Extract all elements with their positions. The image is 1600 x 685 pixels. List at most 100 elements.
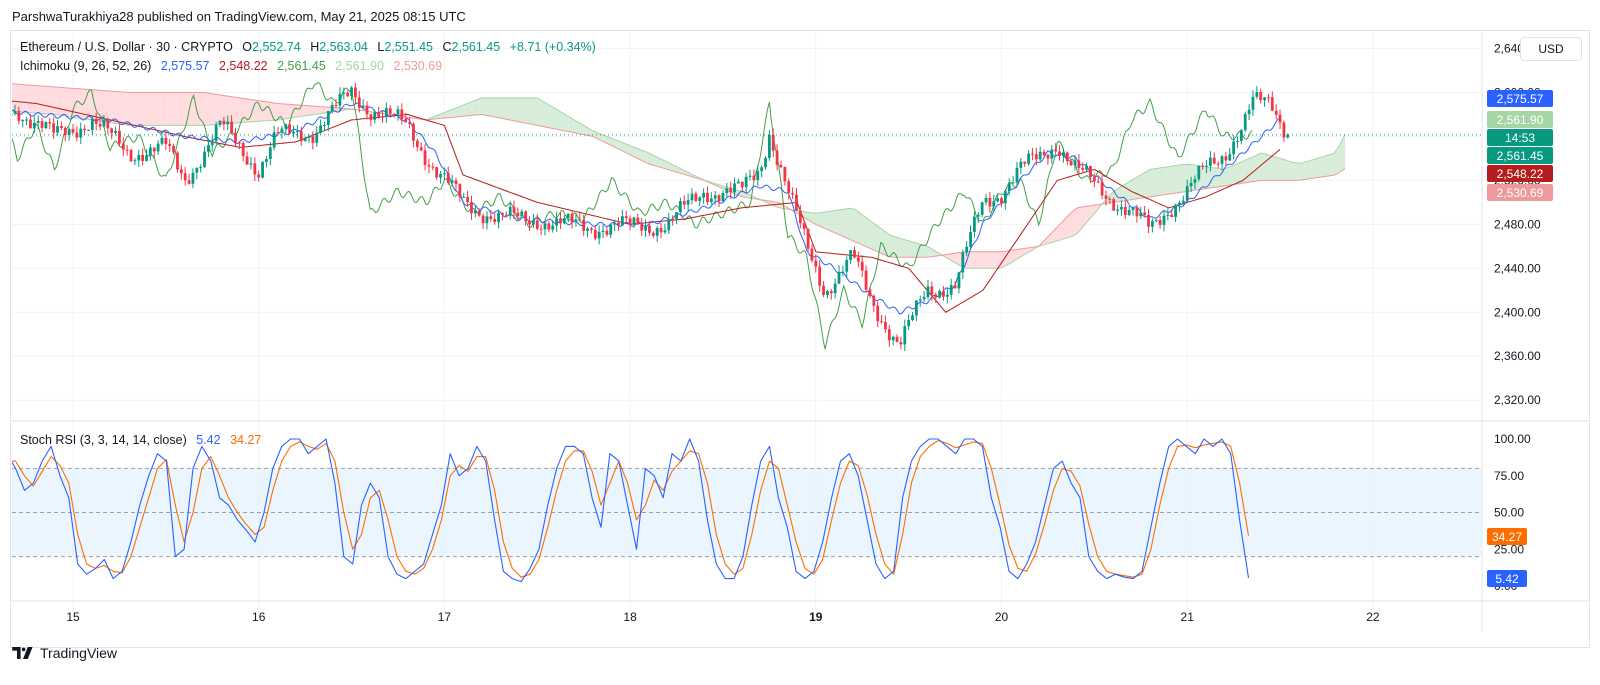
candle-body — [942, 290, 945, 297]
ichimoku-cloud-segment — [1044, 236, 1048, 245]
candle-body — [1255, 92, 1259, 97]
candle-body — [299, 131, 303, 142]
ichimoku-cloud-segment — [293, 104, 298, 118]
ichimoku-cloud-segment — [48, 86, 53, 115]
price-pane — [0, 81, 1346, 351]
ichimoku-cloud-segment — [1181, 164, 1186, 193]
ichimoku-cloud-segment — [178, 92, 183, 126]
candle-body — [87, 129, 90, 131]
ichimoku-legend: Ichimoku (9, 26, 52, 26) 2,575.57 2,548.… — [20, 59, 442, 73]
symbol-title[interactable]: Ethereum / U.S. Dollar · 30 · CRYPTO — [20, 40, 233, 54]
candle-body — [307, 136, 311, 138]
x-tick-label: 17 — [438, 610, 452, 624]
candle-body — [1189, 182, 1193, 187]
ichimoku-cloud-segment — [152, 92, 157, 126]
candle-body — [1085, 165, 1089, 170]
ichimoku-cloud-segment — [197, 92, 202, 126]
ichimoku-cloud-segment — [234, 97, 239, 124]
ichimoku-label[interactable]: Ichimoku (9, 26, 52, 26) — [20, 59, 152, 73]
candle-body — [1201, 165, 1205, 167]
candle-body — [241, 142, 245, 157]
ichimoku-cloud-segment — [1274, 156, 1279, 181]
candle-body — [926, 286, 930, 297]
candle-body — [868, 289, 872, 296]
ichimoku-cloud-segment — [219, 94, 224, 125]
candle-body — [1267, 97, 1270, 99]
ichimoku-cloud-segment — [1133, 177, 1138, 200]
ichimoku-cloud-segment — [446, 110, 450, 118]
candle-body — [1236, 140, 1239, 142]
candle-body — [207, 145, 210, 152]
candle-body — [771, 134, 775, 151]
ichimoku-cloud-segment — [1241, 160, 1245, 184]
candle-body — [651, 232, 655, 236]
ichimoku-cloud-segment — [542, 101, 547, 128]
candle-body — [156, 143, 160, 152]
candle-body — [590, 228, 593, 230]
y-tick-label: 2,360.00 — [1494, 349, 1541, 363]
footer-brand-label: TradingView — [40, 645, 118, 661]
ichimoku-cloud-segment — [204, 92, 209, 126]
candle-body — [682, 201, 686, 205]
candle-body — [98, 123, 102, 127]
ichimoku-cloud-segment — [1081, 206, 1086, 229]
candle-body — [79, 128, 83, 138]
ichimoku-cloud-segment — [0, 83, 1, 111]
ichimoku-cloud-segment — [631, 146, 636, 158]
candle-body — [412, 123, 415, 141]
candle-body — [945, 294, 949, 297]
ichimoku-cloud-segment — [457, 106, 462, 117]
candle-body — [1034, 154, 1038, 160]
price-tag-label: 2,530.69 — [1497, 186, 1544, 200]
ichimoku-cloud-segment — [167, 92, 172, 126]
candle-body — [520, 211, 524, 217]
candle-body — [265, 159, 268, 162]
ichimoku-cloud-segment — [910, 241, 915, 258]
ichimoku-cloud-segment — [888, 233, 892, 258]
ichimoku-cloud-segment — [1092, 204, 1097, 216]
footer-brand[interactable]: TradingView — [12, 645, 117, 661]
candle-body — [373, 112, 377, 120]
candle-body — [326, 111, 330, 126]
ichimoku-cloud-segment — [992, 251, 996, 269]
candle-body — [775, 150, 779, 165]
ichimoku-cloud-segment — [513, 97, 517, 122]
candle-body — [346, 92, 350, 97]
ichimoku-cloud-segment — [665, 161, 670, 170]
ichimoku-cloud-segment — [1218, 168, 1223, 187]
candle-body — [721, 192, 725, 202]
ichimoku-cloud-segment — [175, 92, 179, 126]
candle-body — [1027, 153, 1030, 164]
candle-body — [1239, 130, 1243, 141]
ichimoku-cloud-segment — [973, 251, 978, 269]
candle-body — [361, 105, 365, 108]
candle-body — [512, 207, 516, 213]
ichimoku-cloud-segment — [839, 209, 844, 237]
candle-body — [377, 112, 381, 117]
candle-body — [1286, 134, 1290, 138]
candle-body — [137, 154, 141, 161]
candle-body — [110, 128, 114, 133]
ichimoku-cloud-segment — [30, 85, 35, 113]
candle-body — [1081, 167, 1085, 170]
currency-button[interactable]: USD — [1520, 37, 1582, 61]
ichimoku-cloud-segment — [1085, 205, 1089, 225]
candle-body — [810, 248, 814, 261]
stoch-value-tag — [1487, 570, 1527, 587]
stoch-rsi-label[interactable]: Stoch RSI (3, 3, 14, 14, close) — [20, 433, 187, 447]
candle-body — [531, 220, 535, 225]
candle-body — [779, 164, 783, 168]
stoch-y-tick-label: 75.00 — [1494, 469, 1524, 483]
candle-body — [446, 173, 450, 183]
candle-body — [230, 121, 234, 133]
candle-body — [145, 155, 148, 162]
ichimoku-cloud-segment — [1237, 161, 1242, 184]
ichimoku-cloud-segment — [1144, 170, 1149, 198]
candle-body — [849, 250, 853, 260]
ichimoku-cloud-segment — [988, 251, 993, 269]
candle-body — [489, 216, 493, 220]
ichimoku-span-b-line — [12, 83, 1346, 258]
ichimoku-cloud-segment — [100, 90, 105, 122]
ichimoku-cloud-segment — [312, 106, 317, 115]
